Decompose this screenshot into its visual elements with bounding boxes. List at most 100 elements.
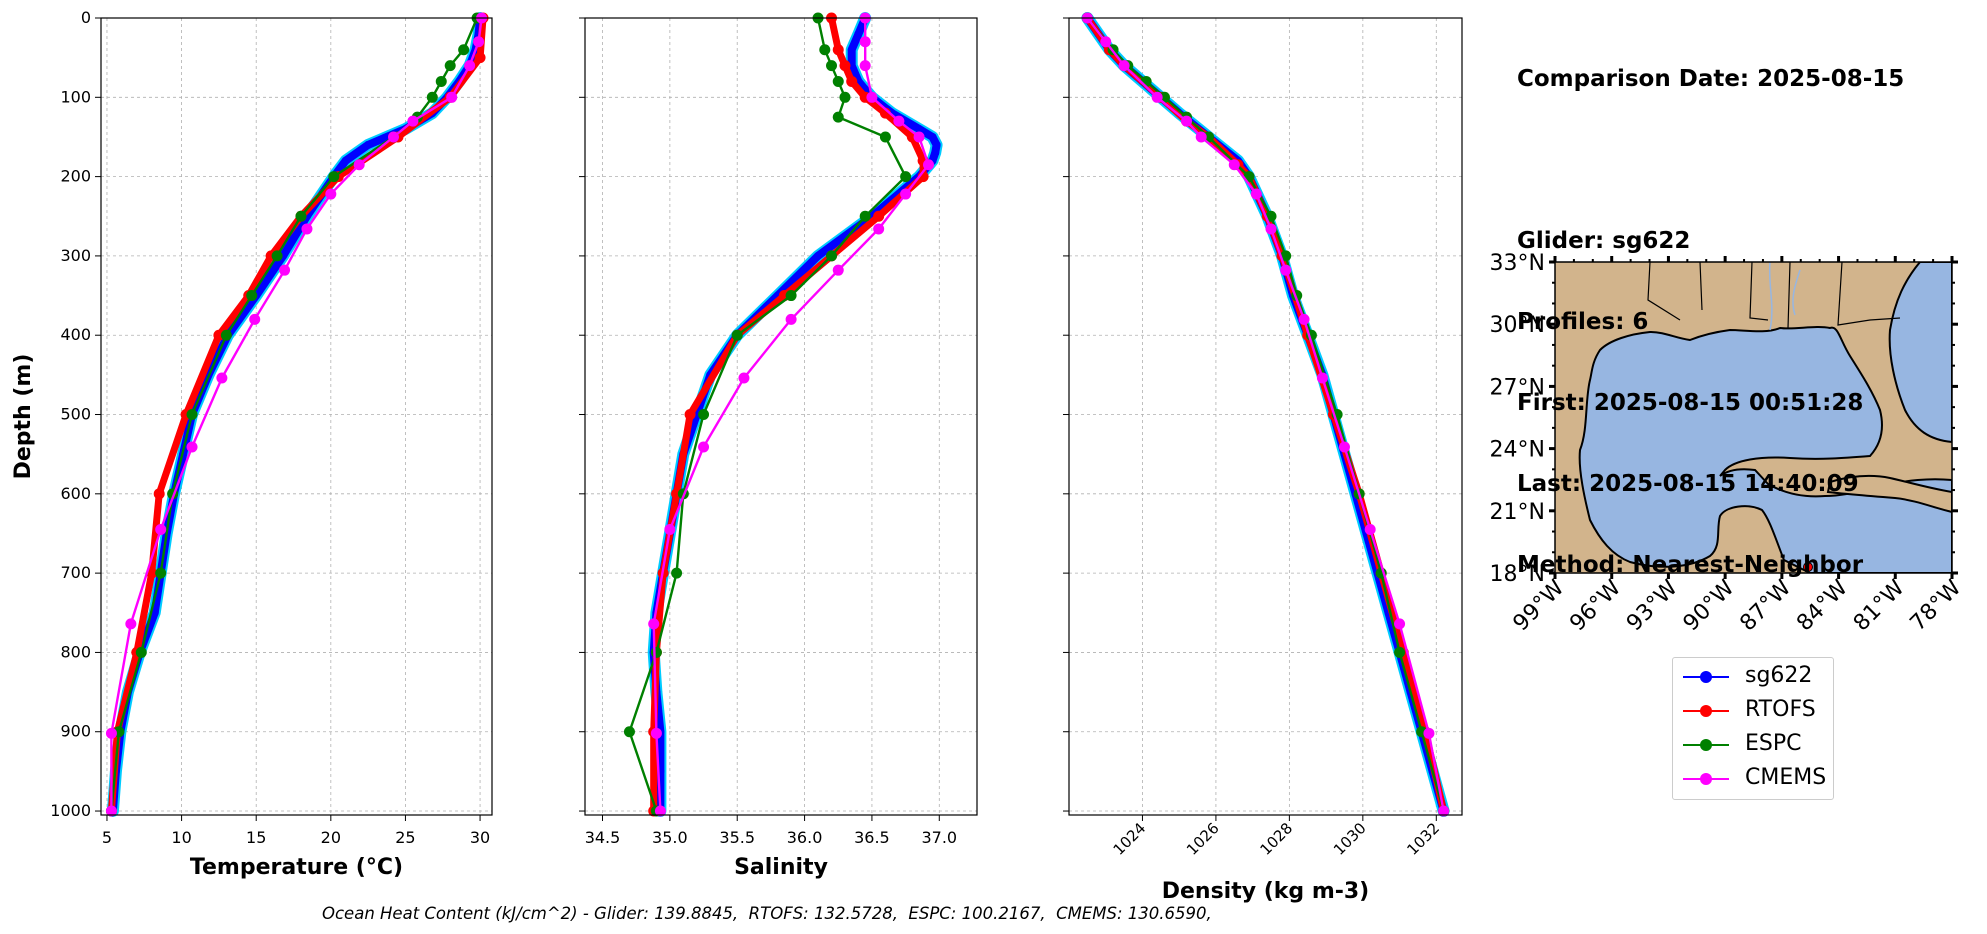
point-cmems <box>1250 188 1262 200</box>
point-cmems <box>186 441 198 453</box>
point-espc <box>671 567 683 579</box>
axes-frame <box>100 17 493 816</box>
point-cmems <box>105 727 117 739</box>
point-espc <box>731 329 743 341</box>
point-sg622 <box>150 608 159 617</box>
point-espc <box>458 44 470 56</box>
point-sg622 <box>915 125 924 134</box>
point-cmems <box>325 188 337 200</box>
point-rtofs <box>846 75 858 87</box>
map-lat-label: 21°N <box>1490 500 1545 525</box>
x-axis-label: Temperature (°C) <box>190 855 403 880</box>
x-tick-label: 1030 <box>1330 819 1370 859</box>
point-espc <box>135 646 147 658</box>
point-cmems <box>1265 223 1277 235</box>
atlantic-water <box>1888 262 1952 444</box>
axes-frame <box>584 17 978 816</box>
series-sg622-halo <box>1081 12 1450 817</box>
y-tick-label: 900 <box>60 722 91 741</box>
gulf-of-mexico-water <box>1578 326 1952 573</box>
point-cmems <box>301 223 313 235</box>
panel-1: 5 10 15 20 25 3001002003004005006007008009001… <box>11 8 493 880</box>
point-cmems <box>105 805 117 817</box>
legend-item-rtofs: RTOFS <box>1673 694 1833 728</box>
series-espc-line <box>1086 17 1445 812</box>
point-sg622 <box>814 251 823 260</box>
y-tick-label: 300 <box>60 246 91 265</box>
point-sg622 <box>341 156 350 165</box>
legend-item-cmems: CMEMS <box>1673 762 1833 796</box>
point-espc <box>435 75 447 87</box>
panel-3: 1024 1026 1028 1030 1032 Density (kg m-3) <box>1063 12 1463 904</box>
point-espc <box>785 290 797 302</box>
rivers <box>1768 262 1801 331</box>
point-espc <box>186 409 198 421</box>
map-lon-label: 78°W <box>1906 575 1967 636</box>
point-cmems <box>125 618 137 630</box>
point-espc <box>220 329 232 341</box>
x-tick-label: 5 <box>102 828 112 847</box>
point-cmems <box>866 91 878 103</box>
point-sg622 <box>932 140 941 149</box>
point-cmems <box>1151 91 1163 103</box>
point-sg622 <box>847 45 856 54</box>
point-cmems <box>900 188 912 200</box>
point-rtofs <box>873 210 885 222</box>
point-espc <box>328 171 340 183</box>
comparison-date: Comparison Date: 2025-08-15 <box>1517 66 1905 92</box>
point-cmems <box>353 159 365 171</box>
point-cmems <box>216 372 228 384</box>
point-espc <box>426 91 438 103</box>
point-rtofs <box>153 488 165 500</box>
x-axis-label: Salinity <box>734 855 828 880</box>
point-cmems <box>1438 805 1450 817</box>
legend-label-sg622: sg622 <box>1745 663 1813 688</box>
point-cmems <box>249 313 261 325</box>
state-borders <box>1647 262 1901 329</box>
legend-label-rtofs: RTOFS <box>1745 697 1816 722</box>
point-sg622 <box>364 140 373 149</box>
point-rtofs <box>832 44 844 56</box>
point-cmems <box>859 36 871 48</box>
x-tick-label: 25 <box>395 828 415 847</box>
point-espc <box>271 250 283 262</box>
point-espc <box>295 210 307 222</box>
point-espc <box>832 111 844 123</box>
legend-label-cmems: CMEMS <box>1745 765 1827 790</box>
method: Method: Nearest-Neighbor <box>1517 552 1864 578</box>
x-tick-label: 1032 <box>1403 819 1443 859</box>
x-tick-label: 15 <box>246 828 266 847</box>
point-cmems <box>923 159 935 171</box>
legend-label-espc: ESPC <box>1745 731 1802 756</box>
x-tick-label: 37.0 <box>921 828 957 847</box>
legend-marker-sg622 <box>1700 671 1712 683</box>
point-cmems <box>1338 441 1350 453</box>
point-cmems <box>1118 60 1130 72</box>
point-espc <box>444 60 456 72</box>
point-cmems <box>1228 159 1240 171</box>
point-cmems <box>738 372 750 384</box>
point-cmems <box>1316 372 1328 384</box>
legend-item-sg622: sg622 <box>1673 660 1833 694</box>
last-time: Last: 2025-08-15 14:40:09 <box>1517 471 1859 497</box>
point-espc <box>826 250 838 262</box>
point-espc <box>623 726 635 738</box>
legend-item-espc: ESPC <box>1673 728 1833 762</box>
point-rtofs <box>839 60 851 72</box>
x-tick-label: 36.5 <box>854 828 890 847</box>
point-espc <box>155 567 167 579</box>
legend-marker-rtofs <box>1700 705 1712 717</box>
x-tick-label: 35.0 <box>652 828 688 847</box>
x-tick-label: 35.5 <box>719 828 755 847</box>
x-axis-label: Density (kg m-3) <box>1162 879 1370 904</box>
point-cmems <box>664 524 676 536</box>
point-cmems <box>873 223 885 235</box>
x-tick-label: 36.0 <box>787 828 823 847</box>
point-cmems <box>1100 36 1112 48</box>
point-cmems <box>650 727 662 739</box>
point-cmems <box>155 524 167 536</box>
point-espc <box>1265 210 1277 222</box>
point-cmems <box>654 805 666 817</box>
point-cmems <box>1181 115 1193 127</box>
x-tick-label: 34.5 <box>585 828 621 847</box>
